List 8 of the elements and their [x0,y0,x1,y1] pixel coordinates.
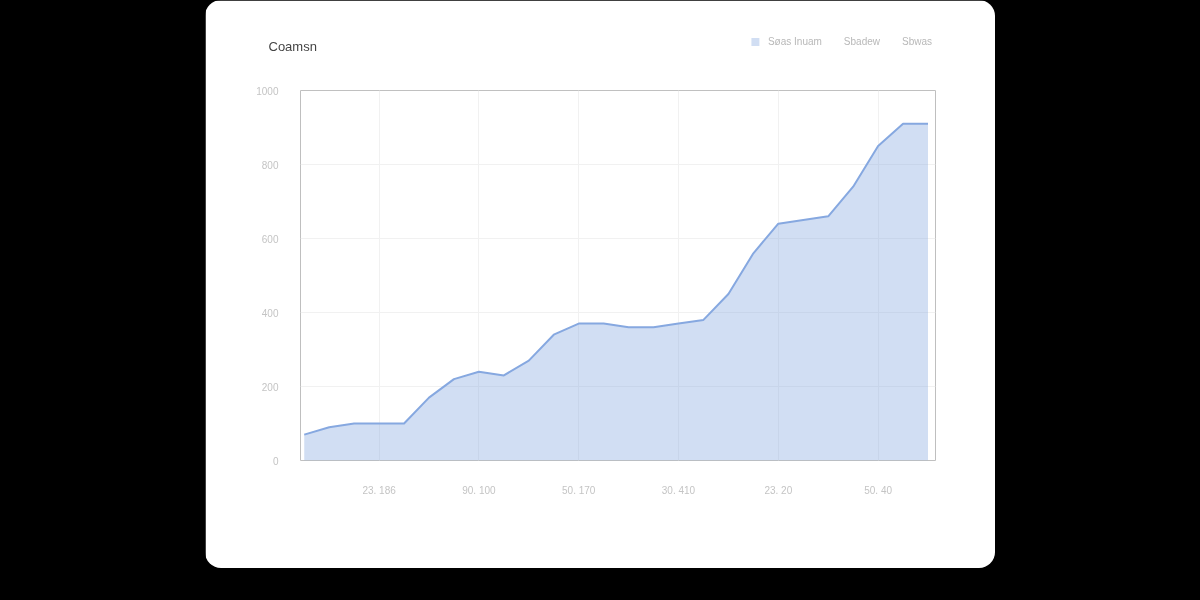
x-tick-label: 23. 186 [362,484,397,496]
y-tick-label: 400 [261,307,279,319]
x-tick-label: 30. 410 [661,484,696,496]
text: Sbadew [843,35,880,47]
legend-label: Søas Inuam [767,35,822,47]
y-tick-label: 800 [261,159,279,171]
text: Sbwas [901,35,932,47]
chart-title: Coamsn [268,39,317,54]
